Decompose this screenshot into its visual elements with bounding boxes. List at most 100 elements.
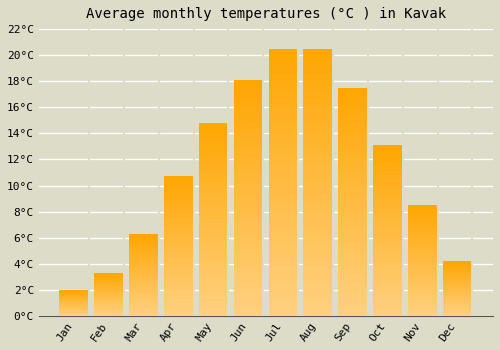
Bar [164, 210, 194, 213]
Bar [304, 279, 333, 284]
Bar [304, 59, 333, 65]
Bar [164, 313, 194, 316]
Bar [164, 254, 194, 257]
Bar [338, 124, 368, 129]
Bar [408, 258, 438, 260]
Bar [129, 267, 159, 268]
Bar [443, 296, 472, 297]
Bar [304, 310, 333, 316]
Bar [268, 230, 298, 236]
Bar [60, 306, 89, 307]
Bar [234, 207, 264, 212]
Bar [443, 305, 472, 306]
Bar [338, 211, 368, 216]
Bar [268, 172, 298, 177]
Bar [268, 310, 298, 316]
Bar [338, 252, 368, 257]
Bar [234, 184, 264, 188]
Bar [268, 113, 298, 118]
Bar [268, 220, 298, 225]
Bar [199, 281, 228, 285]
Bar [164, 185, 194, 188]
Bar [373, 241, 402, 244]
Bar [199, 212, 228, 216]
Bar [408, 216, 438, 218]
Bar [408, 287, 438, 289]
Bar [129, 268, 159, 270]
Bar [94, 299, 124, 300]
Bar [268, 161, 298, 166]
Bar [338, 111, 368, 115]
Bar [408, 240, 438, 243]
Bar [304, 140, 333, 145]
Bar [268, 236, 298, 241]
Bar [338, 293, 368, 298]
Bar [199, 208, 228, 212]
Bar [129, 276, 159, 278]
Bar [234, 104, 264, 108]
Bar [338, 179, 368, 183]
Bar [234, 198, 264, 203]
Bar [234, 141, 264, 146]
Bar [164, 282, 194, 285]
Bar [94, 282, 124, 283]
Bar [129, 309, 159, 311]
Bar [60, 292, 89, 293]
Bar [304, 257, 333, 262]
Bar [408, 232, 438, 234]
Bar [304, 246, 333, 252]
Bar [164, 308, 194, 310]
Bar [199, 134, 228, 138]
Bar [94, 303, 124, 304]
Bar [443, 310, 472, 312]
Bar [304, 220, 333, 225]
Bar [373, 224, 402, 227]
Bar [199, 308, 228, 312]
Bar [373, 295, 402, 299]
Bar [129, 247, 159, 248]
Bar [164, 224, 194, 226]
Bar [164, 232, 194, 235]
Bar [338, 206, 368, 211]
Bar [443, 289, 472, 291]
Bar [408, 260, 438, 263]
Bar [94, 309, 124, 310]
Bar [164, 249, 194, 252]
Bar [338, 288, 368, 293]
Bar [443, 269, 472, 270]
Bar [268, 65, 298, 70]
Bar [443, 301, 472, 302]
Bar [443, 306, 472, 307]
Bar [338, 152, 368, 156]
Bar [129, 240, 159, 242]
Bar [234, 283, 264, 288]
Bar [129, 278, 159, 280]
Bar [60, 307, 89, 308]
Bar [164, 246, 194, 249]
Bar [234, 288, 264, 292]
Bar [199, 204, 228, 208]
Bar [60, 296, 89, 297]
Bar [234, 113, 264, 118]
Bar [164, 299, 194, 302]
Bar [164, 260, 194, 263]
Bar [443, 271, 472, 272]
Bar [199, 231, 228, 235]
Bar [268, 241, 298, 246]
Bar [60, 303, 89, 304]
Bar [164, 226, 194, 229]
Bar [373, 159, 402, 162]
Bar [373, 292, 402, 295]
Bar [234, 264, 264, 269]
Bar [304, 145, 333, 150]
Bar [338, 170, 368, 174]
Bar [199, 131, 228, 134]
Bar [443, 292, 472, 293]
Bar [199, 250, 228, 254]
Bar [129, 242, 159, 244]
Bar [408, 294, 438, 296]
Bar [199, 185, 228, 189]
Bar [408, 263, 438, 265]
Bar [129, 294, 159, 296]
Bar [129, 301, 159, 303]
